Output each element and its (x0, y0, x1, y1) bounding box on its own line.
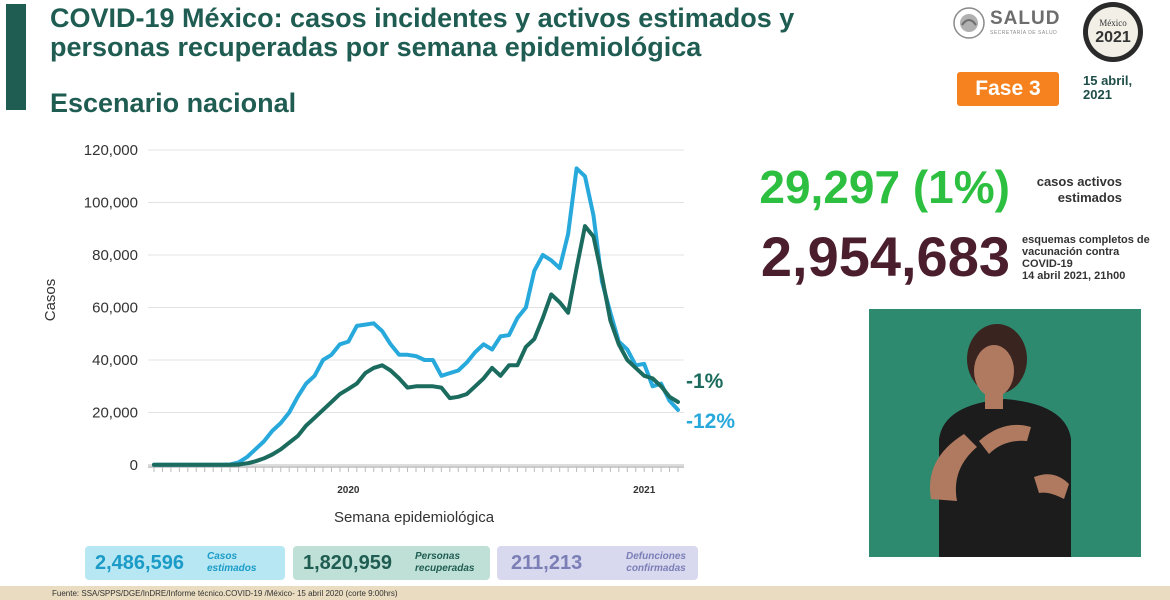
x-axis-label: Semana epidemiológica (334, 509, 495, 526)
eagle-emblem-icon (953, 7, 985, 39)
x-axis: 2020 2021 (148, 466, 684, 496)
x-year-label: 2020 (337, 485, 360, 496)
salud-logo: SALUD SECRETARÍA DE SALUD (952, 6, 1062, 40)
page-subtitle: Escenario nacional (50, 88, 297, 118)
salud-logo-text: SALUD (990, 8, 1061, 29)
vaccination-value: 2,954,683 (760, 225, 1010, 288)
interpreter-figure-icon (869, 309, 1141, 557)
svg-text:2021: 2021 (1095, 29, 1131, 46)
y-tick-label: 0 (130, 457, 138, 474)
salud-logo-subtext: SECRETARÍA DE SALUD (990, 30, 1058, 36)
summary-confirmed-deaths: 211,213 Defunciones confirmadas (497, 546, 698, 580)
x-year-label: 2021 (633, 485, 656, 496)
series-end-label: -12% (686, 410, 735, 433)
chart-series (152, 166, 680, 467)
y-tick-label: 120,000 (84, 142, 138, 159)
y-tick-label: 80,000 (92, 247, 138, 264)
mexico-2021-seal-icon: México 2021 (1083, 2, 1143, 62)
y-tick-label: 100,000 (84, 195, 138, 212)
series-end-label: -1% (686, 370, 724, 393)
summary-recovered: 1,820,959 Personas recuperadas (293, 546, 490, 580)
page-title: COVID-19 México: casos incidentes y acti… (50, 3, 795, 62)
footer-bar (0, 586, 1170, 600)
vaccination-label: esquemas completos de vacunación contra … (1022, 234, 1150, 270)
estimated-cases-label: Casos estimados (207, 551, 257, 574)
sign-language-interpreter-video (869, 309, 1141, 557)
deaths-label: Defunciones confirmadas (625, 551, 686, 574)
series-end-labels: -1% -12% (686, 370, 735, 433)
title-accent-bar (6, 4, 26, 110)
y-tick-label: 60,000 (92, 300, 138, 317)
phase-badge: Fase 3 (957, 72, 1059, 106)
recovered-label: Personas recuperadas (415, 551, 475, 574)
active-cases-label: casos activos estimados (1036, 174, 1122, 205)
recovered-value: 1,820,959 (303, 552, 392, 574)
y-tick-label: 20,000 (92, 405, 138, 422)
report-date: 15 abril, 2021 (1083, 73, 1133, 102)
source-note: Fuente: SSA/SPPS/DGE/InDRE/Informe técni… (52, 589, 398, 598)
y-axis-label: Casos (42, 279, 59, 322)
svg-text:México: México (1099, 18, 1127, 28)
series-line-incident (152, 166, 680, 467)
y-axis-ticks: 0 20,000 40,000 60,000 80,000 100,000 120,000 (84, 142, 138, 474)
deaths-value: 211,213 (511, 552, 583, 574)
y-tick-label: 40,000 (92, 352, 138, 369)
estimated-cases-value: 2,486,596 (95, 552, 184, 574)
chart-grid (148, 149, 684, 466)
series-line-recovered (152, 224, 680, 467)
summary-estimated-cases: 2,486,596 Casos estimados (85, 546, 285, 580)
active-cases-value: 29,297 (1%) (759, 161, 1010, 213)
vaccination-date: 14 abril 2021, 21h00 (1022, 270, 1126, 282)
